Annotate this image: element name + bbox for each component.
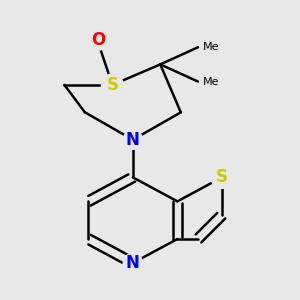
Circle shape bbox=[89, 31, 108, 50]
Text: S: S bbox=[216, 168, 228, 186]
Text: S: S bbox=[106, 76, 118, 94]
Circle shape bbox=[101, 74, 123, 96]
Text: O: O bbox=[92, 32, 106, 50]
Text: Me: Me bbox=[203, 76, 220, 86]
Circle shape bbox=[123, 130, 142, 149]
Text: Me: Me bbox=[203, 42, 220, 52]
Circle shape bbox=[123, 254, 142, 273]
Circle shape bbox=[211, 167, 233, 188]
Text: N: N bbox=[126, 254, 140, 272]
Text: N: N bbox=[126, 131, 140, 149]
